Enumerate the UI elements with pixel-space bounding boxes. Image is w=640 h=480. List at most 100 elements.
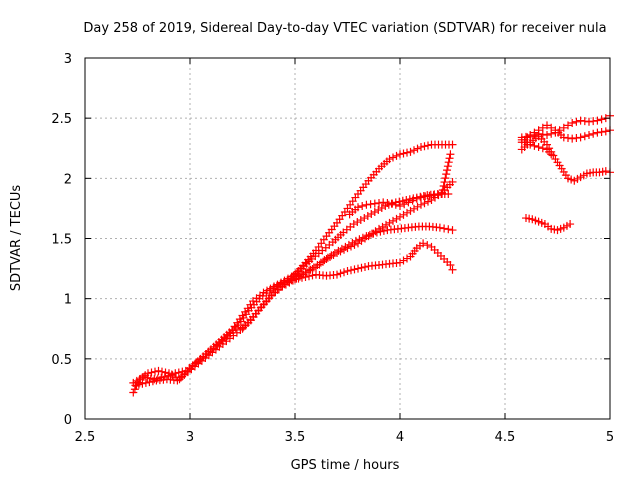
data-point bbox=[340, 245, 348, 254]
y-tick-label: 1.5 bbox=[51, 233, 72, 248]
data-point bbox=[287, 276, 296, 285]
data-point bbox=[387, 199, 396, 208]
data-point bbox=[343, 244, 352, 253]
data-point bbox=[564, 134, 572, 143]
grid-lines bbox=[85, 58, 610, 419]
data-point bbox=[356, 216, 365, 225]
data-point bbox=[391, 200, 400, 209]
series-arc-10 bbox=[517, 135, 556, 159]
series-arc-11 bbox=[522, 214, 575, 235]
data-point bbox=[298, 273, 306, 282]
data-point bbox=[379, 226, 388, 235]
data-point bbox=[385, 218, 394, 227]
y-tick-label: 2 bbox=[64, 172, 72, 187]
data-point bbox=[443, 166, 452, 175]
data-point bbox=[301, 273, 310, 282]
data-point bbox=[424, 141, 432, 150]
data-point bbox=[417, 193, 425, 202]
data-points bbox=[129, 111, 614, 397]
data-point bbox=[269, 284, 278, 293]
data-point bbox=[601, 127, 610, 136]
data-point bbox=[377, 204, 386, 213]
data-point bbox=[417, 143, 425, 152]
data-point bbox=[396, 258, 404, 267]
y-tick-label: 1 bbox=[64, 293, 72, 308]
x-tick-label: 3 bbox=[186, 430, 194, 445]
data-point bbox=[538, 123, 547, 132]
data-point bbox=[410, 146, 418, 155]
data-point bbox=[361, 262, 369, 271]
data-point bbox=[420, 199, 429, 208]
data-point bbox=[580, 117, 589, 126]
data-point bbox=[333, 248, 341, 257]
data-point bbox=[568, 134, 577, 143]
data-point bbox=[347, 242, 355, 251]
data-point bbox=[353, 218, 362, 227]
data-point bbox=[340, 268, 348, 277]
data-point bbox=[585, 131, 593, 140]
data-point bbox=[389, 153, 397, 162]
data-point bbox=[349, 220, 358, 229]
data-point bbox=[399, 256, 408, 265]
data-point bbox=[360, 214, 369, 223]
data-point bbox=[442, 170, 451, 179]
data-point bbox=[167, 370, 176, 379]
x-tick-label: 5 bbox=[606, 430, 614, 445]
data-point bbox=[305, 272, 313, 281]
x-tick-label: 4.5 bbox=[495, 430, 516, 445]
data-point bbox=[435, 223, 444, 232]
data-point bbox=[580, 132, 589, 141]
data-point bbox=[145, 378, 154, 387]
data-point bbox=[138, 379, 147, 388]
data-point bbox=[406, 147, 415, 156]
data-point bbox=[443, 162, 452, 171]
data-point bbox=[333, 270, 341, 279]
axis-ticks bbox=[84, 57, 611, 420]
data-point bbox=[350, 265, 359, 274]
data-point bbox=[438, 186, 447, 195]
data-point bbox=[530, 128, 539, 137]
data-point bbox=[375, 199, 383, 208]
data-point bbox=[448, 226, 457, 235]
data-point bbox=[412, 194, 421, 203]
data-point bbox=[559, 123, 568, 132]
data-point bbox=[396, 212, 404, 221]
data-point bbox=[589, 129, 598, 138]
data-point bbox=[350, 240, 359, 249]
data-point bbox=[265, 286, 274, 295]
data-point bbox=[143, 373, 152, 382]
data-point bbox=[410, 204, 418, 213]
data-point bbox=[400, 200, 409, 209]
data-point bbox=[396, 202, 404, 211]
chart-title: Day 258 of 2019, Sidereal Day-to-day VTE… bbox=[83, 21, 606, 36]
data-point bbox=[164, 371, 173, 380]
data-point bbox=[366, 200, 375, 209]
y-axis-label: SDTVAR / TECUs bbox=[9, 185, 24, 292]
data-point bbox=[367, 210, 376, 219]
data-point bbox=[148, 377, 157, 386]
data-point bbox=[441, 174, 450, 183]
data-point bbox=[440, 224, 449, 233]
data-point bbox=[444, 158, 453, 167]
data-point bbox=[547, 150, 556, 159]
data-point bbox=[597, 115, 606, 124]
data-point bbox=[593, 116, 602, 125]
data-point bbox=[404, 198, 413, 207]
data-point bbox=[589, 117, 598, 126]
data-point bbox=[326, 252, 334, 261]
data-point bbox=[343, 266, 352, 275]
data-point bbox=[280, 277, 289, 286]
data-point bbox=[354, 203, 362, 212]
data-point bbox=[284, 277, 292, 286]
data-point bbox=[543, 121, 551, 130]
data-point bbox=[576, 116, 585, 125]
data-point bbox=[291, 275, 299, 284]
data-point bbox=[134, 380, 143, 389]
data-point bbox=[347, 266, 355, 275]
data-point bbox=[413, 144, 422, 153]
y-tick-label: 0.5 bbox=[51, 353, 72, 368]
data-point bbox=[385, 155, 394, 164]
data-point bbox=[425, 191, 434, 200]
data-point bbox=[354, 264, 362, 273]
